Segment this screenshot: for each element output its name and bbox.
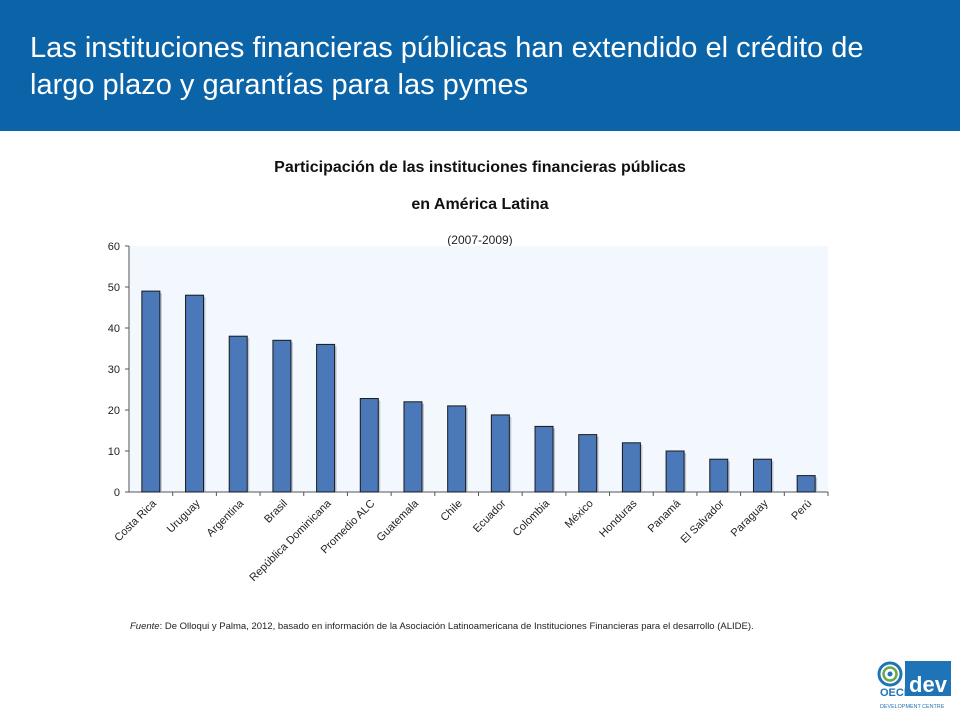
bar [621,442,641,493]
bar [141,290,161,493]
bar [709,458,729,493]
x-tick-label: Honduras [597,497,640,540]
bar [490,414,510,493]
source-text: : De Olloqui y Palma, 2012, basado en in… [159,621,754,632]
y-tick-label: 40 [108,323,120,335]
chart-title-line2: en América Latina [411,196,549,213]
y-tick-label: 60 [108,241,120,253]
x-tick-label: Ecuador [471,497,509,535]
chart-title-line1: Participación de las instituciones finan… [274,159,686,176]
logo-subtitle-text: DEVELOPMENT CENTRE [880,704,945,710]
x-tick-label: Guatemala [375,497,422,544]
bar [359,398,379,493]
chart-subtitle: (2007-2009) [447,233,513,247]
y-tick-label: 30 [108,364,120,376]
slide-title: Las instituciones financieras públicas h… [30,32,864,101]
oecd-dev-logo: dev OECD DEVELOPMENT CENTRE [876,656,952,712]
x-tick-label: Uruguay [165,497,203,535]
logo-dot [887,671,893,677]
header-banner: Las instituciones financieras públicas h… [0,0,960,131]
logo-dev-box [905,661,951,696]
x-tick-label: Chile [439,498,465,524]
oecd-logo-graphic: dev OECD DEVELOPMENT CENTRE [877,661,951,710]
x-tick-label: Colombia [511,497,553,539]
x-tick-label: El Salvador [679,497,727,545]
logo-ring-outer [877,661,903,687]
x-tick-label: México [563,498,596,531]
bar [796,475,816,493]
x-tick-label: Argentina [205,497,247,539]
x-tick-label: República Dominicana [247,497,334,584]
y-tick-label: 20 [108,405,120,417]
bar [447,405,467,493]
source-label: Fuente [130,621,160,632]
y-tick-label: 0 [114,487,120,499]
logo-ring-inner [882,666,898,682]
bar [185,294,205,493]
x-tick-label: Paraguay [729,497,771,539]
x-tick-label: Panamá [646,497,684,535]
source-note: Fuente: De Olloqui y Palma, 2012, basado… [130,621,754,632]
bar-chart: 0 10 20 30 40 50 60 Costa Rica Uruguay Argentina B… [108,241,829,584]
bar [534,425,554,493]
logo-oecd-text: OECD [880,687,912,699]
x-tick-label: Perú [789,498,814,523]
bar [752,458,772,493]
bar [665,450,685,493]
x-tick-label: Costa Rica [112,497,159,544]
bar [578,434,598,493]
x-tick-label: Brasil [262,498,290,526]
y-tick-label: 10 [108,446,120,458]
bar [316,343,336,493]
bar [403,401,423,493]
bar [228,335,248,493]
y-tick-label: 50 [108,282,120,294]
logo-dev-text: dev [909,672,948,697]
bar [272,339,292,493]
